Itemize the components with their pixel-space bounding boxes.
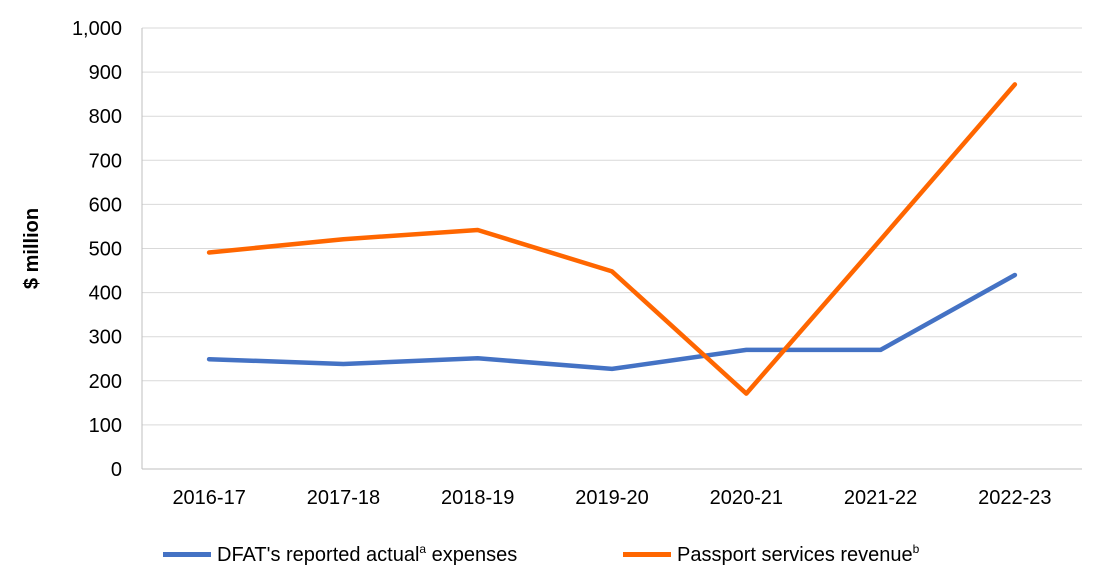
y-tick-label: 200	[89, 371, 122, 393]
y-tick-label: 400	[89, 283, 122, 305]
y-tick-label: 800	[89, 106, 122, 128]
y-axis-ticks: 0 100 200 300 400 500 600 700 800 900 1,000	[72, 18, 122, 481]
x-tick-label: 2016-17	[172, 487, 245, 509]
legend-swatch-revenue	[623, 551, 671, 557]
axes	[141, 28, 1082, 470]
y-tick-label: 300	[89, 327, 122, 349]
x-tick-label: 2017-18	[307, 487, 380, 509]
y-tick-label: 500	[89, 239, 122, 261]
y-tick-label: 700	[89, 150, 122, 172]
x-tick-label: 2019-20	[575, 487, 648, 509]
y-tick-label: 100	[89, 415, 122, 437]
legend-item-expenses: DFAT's reported actuala expenses	[163, 536, 517, 572]
y-axis-label: $ million	[21, 208, 43, 289]
x-tick-label: 2022-23	[978, 487, 1051, 509]
series-line-1	[206, 82, 1018, 396]
y-tick-label: 600	[89, 194, 122, 216]
line-chart: 0 100 200 300 400 500 600 700 800 900 1,000 2016-1…	[21, 18, 1082, 509]
y-tick-label: 0	[111, 459, 122, 481]
x-tick-label: 2018-19	[441, 487, 514, 509]
legend-item-revenue: Passport services revenueb	[623, 536, 919, 572]
series-line-0	[206, 272, 1018, 372]
legend-label-expenses: DFAT's reported actuala expenses	[217, 541, 518, 566]
y-tick-label: 900	[89, 62, 122, 84]
legend: DFAT's reported actuala expenses Passpor…	[0, 536, 1109, 572]
x-axis-ticks: 2016-17 2017-18 2018-19 2019-20 2020-21 2021-…	[172, 487, 1051, 509]
series-lines	[206, 82, 1018, 396]
x-tick-label: 2020-21	[710, 487, 783, 509]
legend-swatch-expenses	[163, 551, 211, 557]
legend-label-revenue: Passport services revenueb	[677, 541, 920, 566]
grid-lines	[142, 27, 1082, 426]
x-tick-label: 2021-22	[844, 487, 917, 509]
y-tick-label: 1,000	[72, 18, 122, 40]
